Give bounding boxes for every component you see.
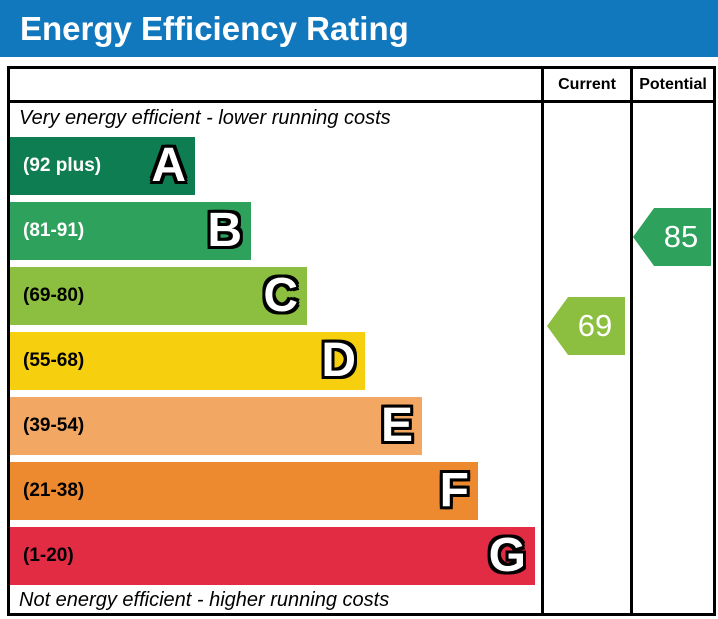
potential-column-header: Potential	[639, 75, 707, 93]
top-note: Very energy efficient - lower running co…	[19, 107, 391, 129]
band-letter: C	[263, 269, 298, 322]
page-title: Energy Efficiency Rating	[20, 9, 409, 47]
band-letter: F	[439, 464, 469, 517]
band-row-c: (69-80) C	[10, 267, 307, 325]
band-range-label: (81-91)	[23, 220, 85, 241]
band-range-label: (39-54)	[23, 415, 85, 436]
band-range-label: (1-20)	[23, 545, 74, 566]
header-divider	[10, 100, 713, 103]
band-letter: D	[321, 334, 356, 387]
potential-rating-arrow: 85	[633, 208, 711, 266]
band-letter: E	[380, 399, 413, 452]
band-letter: B	[207, 204, 242, 257]
column-divider-current	[541, 69, 544, 613]
current-rating-value: 69	[577, 308, 613, 343]
band-row-d: (55-68) D	[10, 332, 365, 390]
column-divider-potential	[630, 69, 633, 613]
current-column-header: Current	[558, 75, 616, 93]
band-row-g: (1-20) G	[10, 527, 535, 585]
band-row-b: (81-91) B	[10, 202, 251, 260]
band-range-label: (69-80)	[23, 285, 85, 306]
band-row-e: (39-54) E	[10, 397, 422, 455]
band-row-a: (92 plus) A	[10, 137, 195, 195]
potential-rating-value: 85	[663, 219, 699, 254]
band-row-f: (21-38) F	[10, 462, 478, 520]
band-range-label: (55-68)	[23, 350, 85, 371]
band-letter: G	[488, 529, 526, 582]
band-letter: A	[151, 139, 186, 192]
band-range-label: (92 plus)	[23, 155, 102, 176]
band-range-label: (21-38)	[23, 480, 85, 501]
bottom-note: Not energy efficient - higher running co…	[19, 589, 390, 611]
title-bar: Energy Efficiency Rating	[0, 0, 718, 57]
current-rating-arrow: 69	[547, 297, 625, 355]
epc-chart: Current Potential Very energy efficient …	[7, 66, 716, 616]
